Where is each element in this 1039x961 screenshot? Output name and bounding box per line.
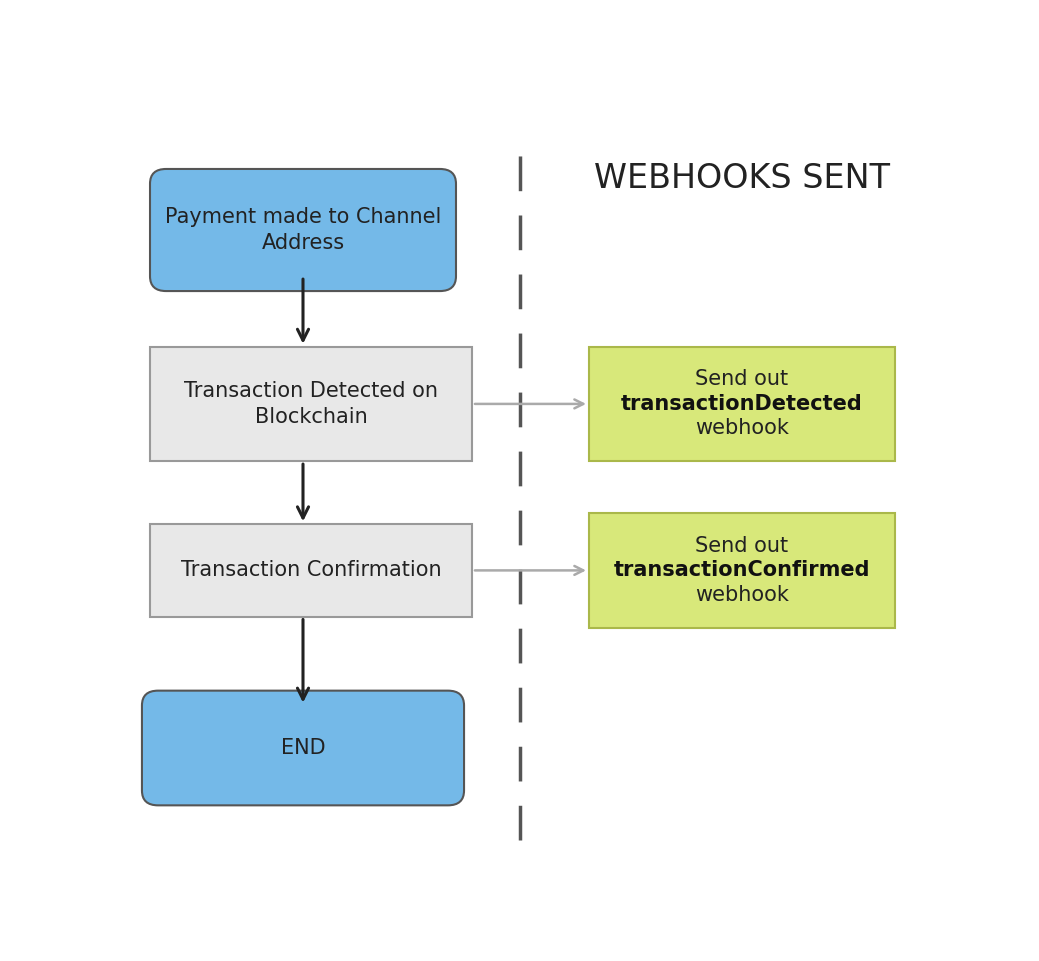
Text: WEBHOOKS SENT: WEBHOOKS SENT xyxy=(594,161,889,195)
FancyBboxPatch shape xyxy=(142,691,464,805)
FancyBboxPatch shape xyxy=(589,513,895,628)
Text: END: END xyxy=(281,738,325,758)
FancyBboxPatch shape xyxy=(150,524,472,617)
Text: Payment made to Channel
Address: Payment made to Channel Address xyxy=(165,207,442,253)
FancyBboxPatch shape xyxy=(150,169,456,291)
FancyBboxPatch shape xyxy=(150,347,472,461)
Text: Send out: Send out xyxy=(695,369,789,389)
FancyBboxPatch shape xyxy=(589,347,895,461)
Text: webhook: webhook xyxy=(695,418,789,438)
Text: Send out: Send out xyxy=(695,536,789,556)
Text: webhook: webhook xyxy=(695,585,789,604)
Text: transactionDetected: transactionDetected xyxy=(621,394,862,414)
Text: transactionConfirmed: transactionConfirmed xyxy=(614,560,870,580)
Text: Transaction Confirmation: Transaction Confirmation xyxy=(181,560,442,580)
Text: Transaction Detected on
Blockchain: Transaction Detected on Blockchain xyxy=(184,381,438,427)
